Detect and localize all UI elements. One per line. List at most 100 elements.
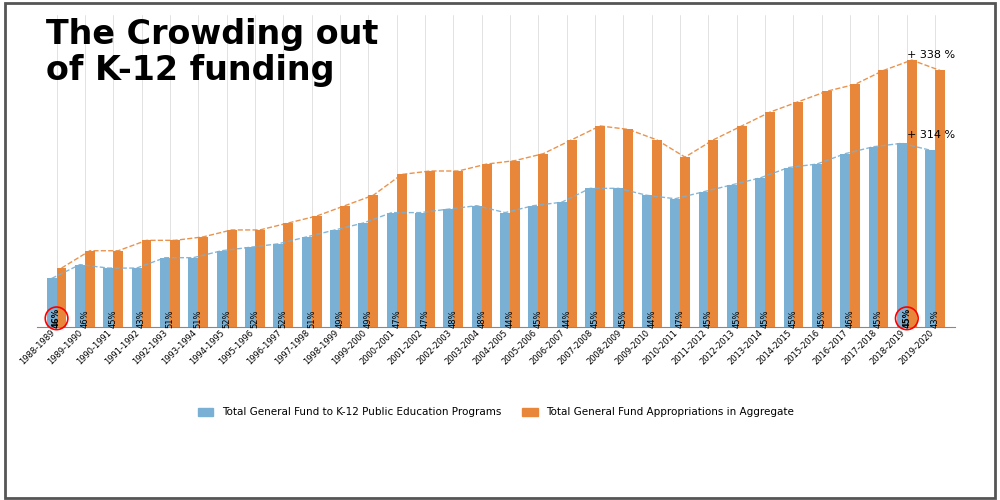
Bar: [935, 70, 945, 327]
Bar: [727, 185, 737, 327]
Bar: [103, 268, 113, 327]
Text: 49%: 49%: [335, 309, 344, 328]
Text: 45%: 45%: [704, 309, 713, 328]
Text: 45%: 45%: [789, 309, 798, 328]
Bar: [312, 216, 322, 327]
Text: 45%: 45%: [761, 309, 770, 328]
Bar: [397, 174, 407, 327]
Bar: [443, 209, 453, 327]
Text: 49%: 49%: [364, 309, 373, 328]
Bar: [897, 144, 907, 327]
Text: The Crowding out
of K-12 funding: The Crowding out of K-12 funding: [46, 18, 378, 86]
Bar: [652, 140, 662, 327]
Text: 45%: 45%: [874, 309, 883, 328]
Bar: [368, 196, 378, 327]
Bar: [75, 264, 85, 327]
Bar: [557, 202, 567, 327]
Text: 51%: 51%: [194, 309, 203, 328]
Bar: [227, 230, 237, 327]
Text: 46%: 46%: [80, 309, 89, 328]
Bar: [198, 237, 208, 327]
Bar: [907, 60, 917, 327]
Text: 47%: 47%: [676, 309, 685, 328]
Bar: [567, 140, 577, 327]
Bar: [170, 240, 180, 327]
Text: 44%: 44%: [562, 309, 571, 328]
Bar: [538, 154, 548, 327]
Text: 48%: 48%: [477, 309, 486, 328]
Bar: [784, 168, 793, 327]
Text: 45%: 45%: [732, 309, 741, 328]
Text: 47%: 47%: [420, 309, 429, 328]
Text: 52%: 52%: [222, 309, 231, 328]
Text: 45%: 45%: [619, 309, 628, 328]
Text: 45%: 45%: [902, 308, 911, 328]
Bar: [585, 188, 595, 327]
Bar: [472, 206, 482, 327]
Bar: [47, 278, 57, 327]
Text: 51%: 51%: [307, 309, 316, 328]
Bar: [840, 154, 850, 327]
Bar: [425, 171, 435, 327]
Bar: [132, 268, 142, 327]
Bar: [283, 223, 293, 327]
Bar: [528, 206, 538, 327]
Text: 45%: 45%: [817, 309, 826, 328]
Text: 44%: 44%: [647, 309, 656, 328]
Bar: [217, 250, 227, 327]
Bar: [812, 164, 822, 327]
Bar: [613, 188, 623, 327]
Text: 46%: 46%: [52, 308, 61, 328]
Bar: [85, 250, 95, 327]
Bar: [878, 70, 888, 327]
Bar: [415, 212, 425, 327]
Text: + 314 %: + 314 %: [907, 130, 955, 140]
Text: 52%: 52%: [279, 309, 288, 328]
Bar: [755, 178, 765, 327]
Text: 52%: 52%: [250, 309, 259, 328]
Text: 45%: 45%: [534, 309, 543, 328]
Bar: [188, 258, 198, 327]
Text: 45%: 45%: [109, 309, 118, 328]
Text: 46%: 46%: [846, 309, 855, 328]
Bar: [500, 212, 510, 327]
Text: 45%: 45%: [591, 309, 600, 328]
Text: 51%: 51%: [165, 309, 174, 328]
Bar: [925, 150, 935, 327]
Bar: [273, 244, 283, 327]
Bar: [595, 126, 605, 327]
Bar: [387, 212, 397, 327]
Bar: [358, 223, 368, 327]
Bar: [160, 258, 170, 327]
Text: 44%: 44%: [506, 309, 515, 328]
Bar: [670, 198, 680, 327]
Bar: [793, 102, 803, 327]
Text: + 338 %: + 338 %: [907, 50, 955, 60]
Bar: [708, 140, 718, 327]
Bar: [302, 237, 312, 327]
Bar: [699, 192, 708, 327]
Bar: [245, 248, 255, 327]
Bar: [330, 230, 340, 327]
Bar: [623, 130, 633, 327]
Bar: [680, 157, 690, 327]
Text: 43%: 43%: [931, 309, 940, 328]
Bar: [822, 92, 832, 327]
Bar: [510, 160, 520, 327]
Bar: [57, 268, 66, 327]
Bar: [642, 196, 652, 327]
Bar: [869, 146, 878, 327]
Bar: [737, 126, 747, 327]
Bar: [850, 84, 860, 327]
Bar: [340, 206, 350, 327]
Bar: [142, 240, 151, 327]
Bar: [482, 164, 492, 327]
Text: 47%: 47%: [392, 309, 401, 328]
Text: 43%: 43%: [137, 309, 146, 328]
Legend: Total General Fund to K-12 Public Education Programs, Total General Fund Appropr: Total General Fund to K-12 Public Educat…: [194, 404, 798, 421]
Text: 48%: 48%: [449, 309, 458, 328]
Bar: [765, 112, 775, 327]
Bar: [453, 171, 463, 327]
Bar: [113, 250, 123, 327]
Bar: [255, 230, 265, 327]
